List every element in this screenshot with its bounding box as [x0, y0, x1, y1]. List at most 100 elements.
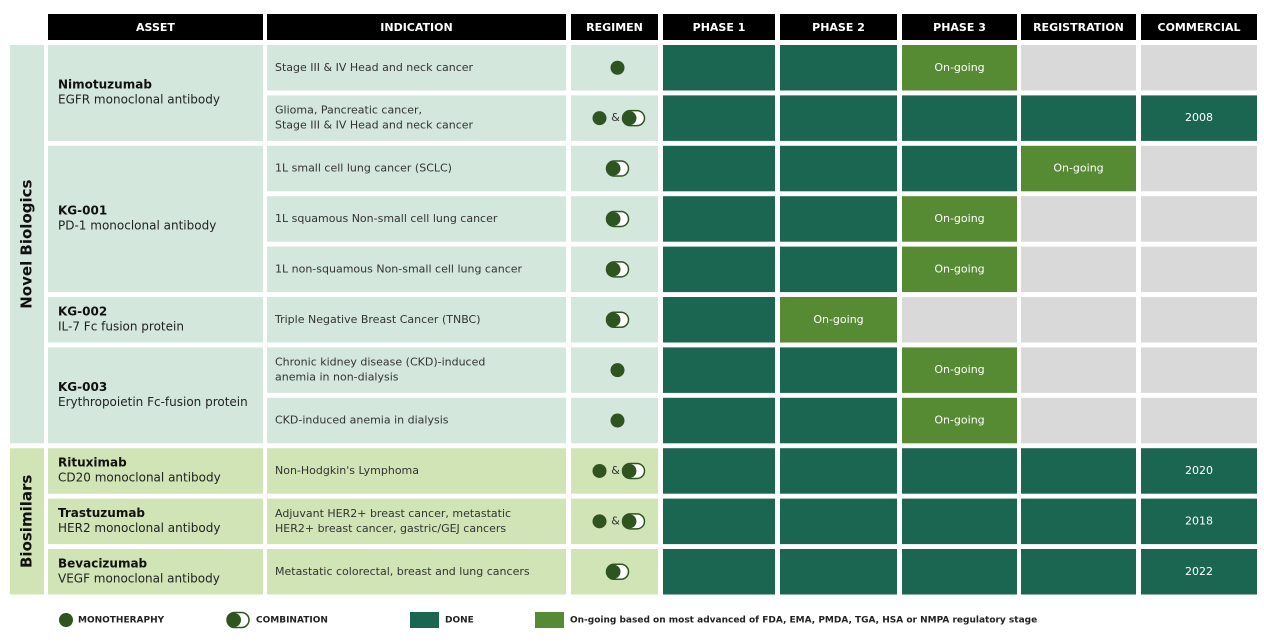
group-label: Biosimilars: [18, 475, 36, 568]
stage-cell: [902, 246, 1017, 293]
asset-name: Rituximab: [58, 455, 127, 469]
asset-description: EGFR monoclonal antibody: [58, 92, 220, 106]
stage-cell: [663, 145, 775, 192]
stage-cell: [780, 246, 897, 293]
asset-name: Nimotuzumab: [58, 77, 152, 91]
combo-icon-dot: [606, 211, 621, 226]
stage-cell: [780, 498, 897, 545]
stage-cell: [902, 498, 1017, 545]
indication-text: Glioma, Pancreatic cancer,: [275, 104, 422, 117]
header-cell: [1021, 14, 1136, 40]
legend-label: On-going based on most advanced of FDA, …: [570, 616, 1037, 626]
stage-cell: [1021, 297, 1136, 343]
asset-name: KG-001: [58, 203, 107, 217]
asset-cell: [48, 45, 263, 141]
mono-icon: [610, 363, 625, 378]
indication-text: 1L small cell lung cancer (SCLC): [275, 162, 452, 175]
stage-cell: [1021, 498, 1136, 545]
stage-cell: [902, 196, 1017, 242]
mono-icon: [592, 111, 607, 126]
indication-cell: [267, 448, 566, 494]
header-label: REGISTRATION: [1033, 21, 1124, 34]
stage-cell: [1141, 95, 1257, 141]
indication-cell: [267, 95, 566, 141]
stage-cell: [663, 498, 775, 545]
header-cell: [780, 14, 897, 40]
asset-description: PD-1 monoclonal antibody: [58, 218, 216, 232]
asset-description: VEGF monoclonal antibody: [58, 571, 220, 585]
indication-text: Metastatic colorectal, breast and lung c…: [275, 565, 530, 578]
stage-cell: [1141, 196, 1257, 242]
indication-text: Triple Negative Breast Cancer (TNBC): [274, 313, 481, 326]
stage-cell: [780, 297, 897, 343]
indication-cell: [267, 347, 566, 393]
stage-cell: [1021, 448, 1136, 494]
stage-cell: [663, 448, 775, 494]
combo-icon-dot: [227, 613, 241, 627]
stage-label: 2008: [1185, 111, 1213, 124]
indication-text: Stage III & IV Head and neck cancer: [275, 119, 474, 132]
indication-cell: [267, 549, 566, 595]
stage-cell: [1141, 45, 1257, 91]
legend-label: COMBINATION: [256, 616, 328, 626]
combo-icon-dot: [606, 312, 621, 327]
asset-cell: [48, 448, 263, 494]
stage-cell: [1141, 498, 1257, 545]
stage-cell: [902, 45, 1017, 91]
stage-cell: [780, 397, 897, 444]
stage-cell: [1021, 145, 1136, 192]
stage-label: 2020: [1185, 464, 1213, 477]
indication-cell: [267, 196, 566, 242]
stage-cell: [1141, 246, 1257, 293]
stage-cell: [1021, 45, 1136, 91]
stage-cell: [780, 95, 897, 141]
header-label: PHASE 3: [933, 21, 986, 34]
stage-cell: [1141, 145, 1257, 192]
stage-cell: [663, 347, 775, 393]
asset-cell: [48, 498, 263, 545]
stage-label: On-going: [934, 414, 984, 427]
asset-description: Erythropoietin Fc-fusion protein: [58, 395, 248, 409]
asset-cell: [48, 549, 263, 595]
indication-text: anemia in non-dialysis: [275, 371, 399, 384]
asset-cell: [48, 347, 263, 444]
indication-text: Stage III & IV Head and neck cancer: [275, 61, 474, 74]
asset-name: Bevacizumab: [58, 556, 148, 570]
legend-swatch: [410, 612, 439, 628]
stage-cell: [780, 145, 897, 192]
combo-icon-dot: [606, 161, 621, 176]
header-label: INDICATION: [380, 21, 452, 34]
indication-cell: [267, 145, 566, 192]
stage-cell: [663, 45, 775, 91]
combo-icon-dot: [606, 262, 621, 277]
stage-label: On-going: [934, 363, 984, 376]
regimen-separator: &: [611, 111, 620, 124]
asset-description: IL-7 Fc fusion protein: [58, 319, 184, 333]
stage-cell: [663, 397, 775, 444]
combo-icon-dot: [606, 564, 621, 579]
stage-cell: [780, 45, 897, 91]
header-label: COMMERCIAL: [1158, 21, 1241, 34]
header-label: PHASE 2: [812, 21, 865, 34]
asset-description: CD20 monoclonal antibody: [58, 470, 221, 484]
indication-text: CKD-induced anemia in dialysis: [275, 414, 449, 427]
stage-cell: [1141, 448, 1257, 494]
stage-label: On-going: [934, 61, 984, 74]
stage-cell: [663, 196, 775, 242]
stage-cell: [663, 549, 775, 595]
indication-text: Non-Hodgkin's Lymphoma: [275, 464, 419, 477]
stage-cell: [1021, 397, 1136, 444]
stage-cell: [902, 145, 1017, 192]
combo-icon-dot: [622, 111, 637, 126]
header-cell: [902, 14, 1017, 40]
header-cell: [1141, 14, 1257, 40]
stage-cell: [902, 297, 1017, 343]
indication-cell: [267, 297, 566, 343]
stage-label: On-going: [934, 262, 984, 275]
header-cell: [48, 14, 263, 40]
stage-cell: [902, 397, 1017, 444]
indication-text: Chronic kidney disease (CKD)-induced: [275, 356, 485, 369]
mono-icon: [592, 463, 607, 478]
regimen-separator: &: [611, 464, 620, 477]
stage-cell: [663, 95, 775, 141]
